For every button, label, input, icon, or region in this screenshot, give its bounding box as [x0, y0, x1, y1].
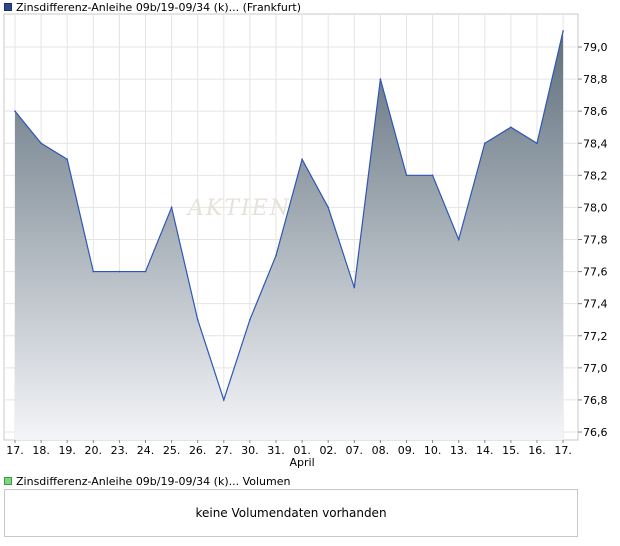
x-tick-label: 08.: [372, 444, 390, 457]
volume-legend-label: Zinsdifferenz-Anleihe 09b/19-09/34 (k)..…: [16, 474, 291, 488]
x-tick-label: 31.: [267, 444, 285, 457]
x-tick-label: 14.: [476, 444, 494, 457]
price-legend-swatch: [4, 3, 12, 11]
price-area: [15, 30, 564, 440]
price-legend: Zinsdifferenz-Anleihe 09b/19-09/34 (k)..…: [4, 0, 301, 14]
data-point: [118, 270, 121, 273]
data-point: [196, 318, 199, 321]
x-tick-label: 13.: [450, 444, 468, 457]
y-tick-label: 78,6: [583, 105, 608, 118]
x-tick-label: 07.: [346, 444, 364, 457]
x-tick-label: 01.: [293, 444, 311, 457]
data-point: [14, 110, 16, 112]
data-point: [92, 270, 95, 273]
price-legend-label: Zinsdifferenz-Anleihe 09b/19-09/34 (k)..…: [16, 0, 301, 14]
data-point: [223, 399, 225, 401]
data-point: [301, 158, 303, 161]
x-tick-label: 30.: [241, 444, 259, 457]
x-tick-label: 02.: [319, 444, 337, 457]
volume-legend-swatch: [4, 477, 12, 485]
y-tick-label: 78,8: [583, 73, 608, 86]
y-tick-label: 77,2: [583, 330, 608, 343]
x-tick-label: 19.: [58, 444, 76, 457]
data-point: [249, 318, 251, 321]
volume-legend: Zinsdifferenz-Anleihe 09b/19-09/34 (k)..…: [4, 474, 290, 488]
data-point: [510, 126, 512, 129]
y-tick-label: 77,8: [583, 234, 608, 247]
price-chart: AKTIEN 79,078,878,678,478,278,077,877,67…: [3, 13, 608, 469]
volume-empty-message: keine Volumendaten vorhanden: [195, 506, 387, 520]
volume-panel: keine Volumendaten vorhanden: [4, 489, 578, 537]
data-point: [431, 174, 434, 177]
data-point: [275, 254, 277, 257]
y-tick-label: 79,0: [583, 41, 608, 54]
data-point: [379, 78, 382, 80]
data-point: [562, 30, 564, 32]
data-point: [405, 174, 408, 177]
y-tick-label: 77,4: [583, 298, 608, 311]
data-point: [353, 286, 356, 289]
data-point: [40, 142, 42, 145]
x-tick-label: 09.: [398, 444, 416, 457]
y-tick-label: 78,2: [583, 169, 608, 182]
x-tick-label: 10.: [424, 444, 442, 457]
x-tick-label: 17.: [6, 444, 24, 457]
data-point: [457, 238, 460, 241]
data-point: [536, 142, 538, 145]
x-tick-label: 18.: [32, 444, 50, 457]
month-label: April: [290, 456, 315, 469]
y-tick-label: 76,6: [583, 426, 608, 439]
y-tick-label: 77,0: [583, 362, 608, 375]
x-tick-label: 15.: [502, 444, 520, 457]
x-tick-label: 17.: [554, 444, 572, 457]
y-tick-label: 77,6: [583, 266, 608, 279]
x-tick-label: 25.: [163, 444, 181, 457]
y-tick-label: 78,0: [583, 201, 608, 214]
x-tick-label: 20.: [85, 444, 103, 457]
x-tick-label: 24.: [137, 444, 155, 457]
data-point: [327, 206, 330, 209]
price-line: [14, 30, 564, 402]
x-tick-label: 16.: [528, 444, 546, 457]
x-tick-label: 26.: [189, 444, 207, 457]
x-tick-label: 27.: [215, 444, 233, 457]
data-point: [170, 206, 173, 209]
data-point: [484, 142, 486, 145]
y-axis: 79,0 78,8 78,6 78,4 78,2 78,0 77,8 77,6 77,4 77,2…: [578, 41, 608, 439]
y-tick-label: 76,8: [583, 394, 608, 407]
y-tick-label: 78,4: [583, 137, 608, 150]
x-axis: 17. 18. 19. 20. 23. 24. 25. 26. 27. 30. 31. 01. 02. 0…: [6, 440, 572, 469]
data-point: [66, 158, 68, 161]
watermark-text: AKTIEN: [186, 196, 291, 221]
x-tick-label: 23.: [111, 444, 129, 457]
data-point: [144, 270, 147, 273]
